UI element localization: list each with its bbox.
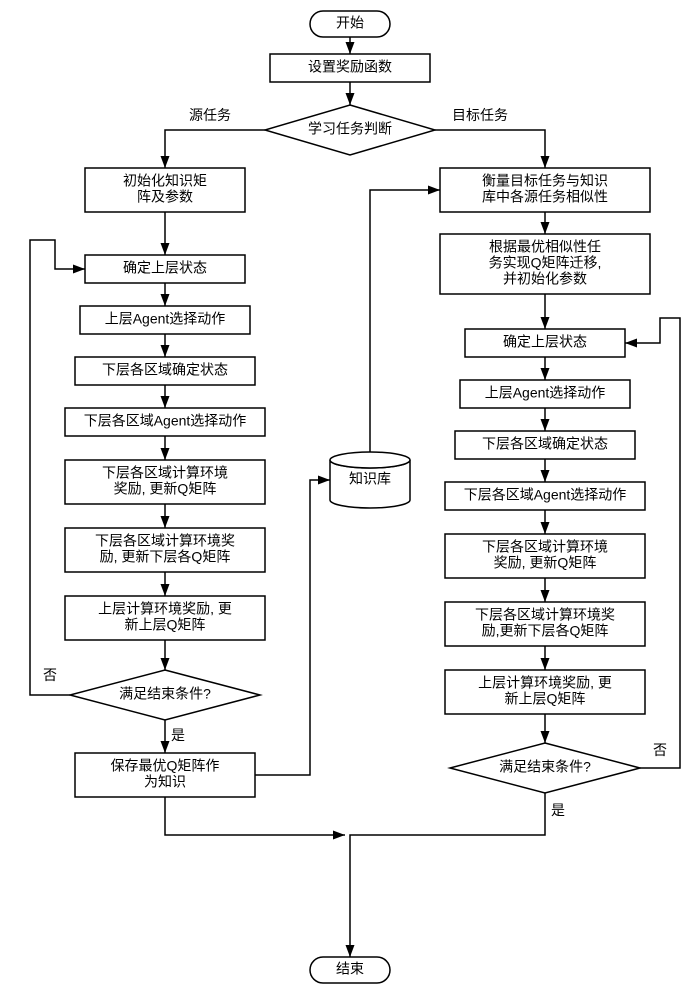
svg-text:上层Agent选择动作: 上层Agent选择动作: [105, 311, 226, 327]
svg-text:保存最优Q矩阵作: 保存最优Q矩阵作: [111, 758, 220, 774]
edge-label: 否: [653, 742, 667, 758]
svg-text:满足结束条件?: 满足结束条件?: [119, 686, 211, 702]
edge: [435, 130, 545, 168]
svg-text:阵及参数: 阵及参数: [137, 189, 193, 205]
edge-label: 否: [43, 667, 57, 683]
svg-text:为知识: 为知识: [144, 774, 186, 790]
svg-text:务实现Q矩阵迁移,: 务实现Q矩阵迁移,: [489, 255, 602, 271]
svg-text:下层各区域计算环境: 下层各区域计算环境: [482, 539, 608, 555]
svg-text:下层各区域Agent选择动作: 下层各区域Agent选择动作: [464, 487, 627, 503]
edge: [255, 480, 330, 775]
svg-text:下层各区域计算环境奖: 下层各区域计算环境奖: [475, 607, 615, 623]
edge-label: 是: [551, 802, 565, 818]
svg-text:上层计算环境奖励, 更: 上层计算环境奖励, 更: [98, 601, 232, 617]
edge: [165, 130, 265, 168]
svg-text:库中各源任务相似性: 库中各源任务相似性: [482, 189, 608, 205]
svg-text:根据最优相似性任: 根据最优相似性任: [489, 239, 601, 255]
svg-text:下层各区域Agent选择动作: 下层各区域Agent选择动作: [84, 413, 247, 429]
edge-label: 源任务: [189, 107, 231, 123]
svg-text:确定上层状态: 确定上层状态: [123, 260, 207, 276]
svg-text:上层Agent选择动作: 上层Agent选择动作: [485, 385, 606, 401]
svg-text:知识库: 知识库: [349, 471, 391, 487]
svg-text:上层计算环境奖励, 更: 上层计算环境奖励, 更: [478, 675, 612, 691]
svg-text:励,更新下层各Q矩阵: 励,更新下层各Q矩阵: [482, 623, 609, 639]
edge: [350, 793, 545, 957]
svg-text:励, 更新下层各Q矩阵: 励, 更新下层各Q矩阵: [100, 549, 231, 565]
edge-label: 目标任务: [452, 107, 508, 123]
svg-text:确定上层状态: 确定上层状态: [503, 334, 587, 350]
edge: [370, 190, 440, 460]
svg-text:衡量目标任务与知识: 衡量目标任务与知识: [482, 173, 608, 189]
svg-text:下层各区域确定状态: 下层各区域确定状态: [102, 362, 228, 378]
svg-text:新上层Q矩阵: 新上层Q矩阵: [125, 617, 206, 633]
svg-text:结束: 结束: [336, 961, 364, 977]
svg-text:设置奖励函数: 设置奖励函数: [308, 59, 392, 75]
edge-label: 是: [171, 727, 185, 743]
svg-text:满足结束条件?: 满足结束条件?: [499, 759, 591, 775]
svg-text:并初始化参数: 并初始化参数: [503, 271, 587, 287]
svg-text:学习任务判断: 学习任务判断: [308, 121, 392, 137]
flowchart: 源任务目标任务是否否是开始设置奖励函数学习任务判断初始化知识矩阵及参数确定上层状…: [0, 0, 699, 1000]
svg-text:开始: 开始: [336, 15, 364, 31]
svg-text:奖励, 更新Q矩阵: 奖励, 更新Q矩阵: [494, 555, 597, 571]
svg-text:下层各区域确定状态: 下层各区域确定状态: [482, 436, 608, 452]
svg-text:下层各区域计算环境: 下层各区域计算环境: [102, 465, 228, 481]
svg-text:新上层Q矩阵: 新上层Q矩阵: [505, 691, 586, 707]
svg-text:下层各区域计算环境奖: 下层各区域计算环境奖: [95, 533, 235, 549]
svg-text:初始化知识矩: 初始化知识矩: [123, 173, 207, 189]
svg-text:奖励, 更新Q矩阵: 奖励, 更新Q矩阵: [114, 481, 217, 497]
edge: [165, 797, 345, 835]
